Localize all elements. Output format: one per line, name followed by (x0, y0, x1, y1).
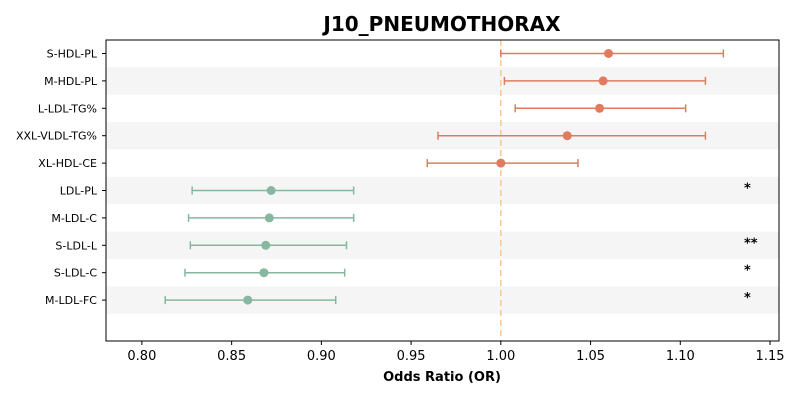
x-tick-label: 0.90 (307, 349, 336, 364)
or-point (595, 103, 605, 113)
row-label: S-HDL-PL (47, 48, 98, 61)
or-point (604, 49, 614, 58)
plot-frame (105, 39, 780, 342)
significance-marker: * (744, 264, 751, 279)
or-point (496, 158, 506, 168)
significance-marker: * (744, 291, 751, 306)
x-tick-label: 1.10 (666, 349, 695, 364)
or-point (259, 268, 269, 278)
x-tick-label: 1.00 (486, 349, 515, 364)
or-point (266, 186, 276, 195)
or-point (243, 295, 253, 305)
x-tick-label: 0.85 (217, 349, 246, 364)
or-point (598, 76, 608, 86)
or-point (562, 131, 572, 141)
significance-marker: ** (744, 236, 758, 251)
x-axis-label: Odds Ratio (OR) (383, 370, 501, 385)
row-label: XL-HDL-CE (38, 157, 97, 170)
row-label: L-LDL-TG% (38, 102, 97, 115)
or-point (264, 213, 274, 223)
chart-title: J10_PNEUMOTHORAX (321, 12, 561, 36)
row-label: M-LDL-FC (45, 294, 97, 307)
x-tick-label: 1.05 (576, 349, 605, 364)
x-tick-label: 0.95 (397, 349, 426, 364)
row-label: S-LDL-C (54, 267, 97, 280)
significance-marker: * (744, 182, 751, 197)
row-label: LDL-PL (60, 185, 98, 198)
x-tick-label: 1.15 (756, 349, 785, 364)
row-label: S-LDL-L (55, 239, 97, 252)
row-label: M-LDL-C (51, 212, 97, 225)
x-tick-label: 0.80 (127, 349, 156, 364)
row-label: M-HDL-PL (44, 75, 98, 88)
or-point (261, 240, 271, 250)
row-label: XXL-VLDL-TG% (16, 130, 97, 143)
